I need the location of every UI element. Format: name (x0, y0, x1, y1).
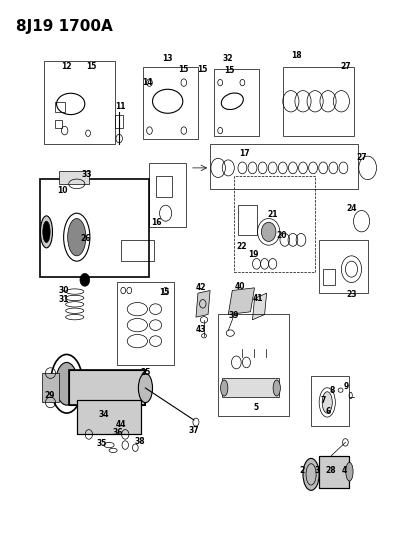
Text: 11: 11 (115, 102, 126, 111)
Text: 23: 23 (346, 290, 357, 298)
Bar (55, 102, 65, 112)
Text: 17: 17 (239, 149, 250, 158)
Ellipse shape (138, 373, 153, 403)
Text: 20: 20 (276, 231, 287, 240)
Ellipse shape (221, 380, 228, 396)
Text: 19: 19 (248, 251, 259, 259)
Bar (319, 456, 349, 488)
Text: 43: 43 (196, 325, 206, 334)
Text: 22: 22 (236, 242, 247, 251)
Text: 15: 15 (179, 65, 189, 74)
Bar (319, 240, 368, 293)
Circle shape (261, 222, 276, 241)
Ellipse shape (68, 219, 86, 256)
Text: 12: 12 (61, 62, 72, 71)
Ellipse shape (43, 221, 50, 243)
Text: 34: 34 (99, 410, 109, 419)
Bar (283, 67, 354, 136)
Text: 13: 13 (162, 54, 173, 63)
Bar (214, 69, 259, 136)
Bar (149, 163, 186, 227)
Text: 39: 39 (228, 311, 239, 320)
Text: 3: 3 (315, 466, 320, 474)
Bar (143, 67, 198, 139)
Bar (234, 176, 315, 272)
Bar (121, 240, 154, 261)
Ellipse shape (346, 462, 353, 481)
Text: 5: 5 (253, 403, 258, 412)
Text: 15: 15 (160, 288, 170, 296)
Circle shape (80, 273, 90, 286)
Text: 4: 4 (342, 466, 347, 474)
Bar (210, 144, 358, 189)
Text: 7: 7 (320, 397, 326, 405)
Bar (40, 179, 149, 277)
Ellipse shape (40, 216, 53, 248)
Ellipse shape (303, 458, 319, 490)
Text: 24: 24 (346, 205, 357, 213)
Text: 32: 32 (223, 54, 234, 63)
Circle shape (116, 134, 122, 143)
Polygon shape (228, 288, 255, 314)
Bar (238, 205, 257, 235)
Bar (115, 115, 123, 128)
Bar (55, 120, 62, 128)
Ellipse shape (55, 362, 78, 405)
Text: 14: 14 (142, 78, 153, 87)
Text: 8J19 1700A: 8J19 1700A (16, 19, 113, 34)
Text: 26: 26 (80, 235, 91, 243)
Bar (311, 376, 349, 426)
Text: 38: 38 (134, 437, 145, 446)
Bar (77, 400, 141, 434)
Bar (156, 176, 172, 197)
Text: 2: 2 (300, 466, 305, 474)
Bar (323, 269, 335, 285)
Bar (69, 370, 145, 405)
Text: 16: 16 (151, 219, 162, 227)
Text: 21: 21 (267, 210, 278, 219)
Text: 18: 18 (292, 52, 302, 60)
Text: 35: 35 (97, 439, 107, 448)
Text: 37: 37 (189, 426, 199, 435)
Ellipse shape (273, 380, 280, 396)
Text: 8: 8 (329, 386, 335, 394)
Polygon shape (196, 290, 210, 317)
Bar (319, 456, 349, 488)
Text: 42: 42 (196, 284, 206, 292)
Bar (59, 171, 89, 184)
Text: 9: 9 (344, 382, 349, 391)
Polygon shape (252, 293, 267, 320)
Text: 15: 15 (86, 62, 96, 71)
Bar (44, 61, 115, 144)
Text: 28: 28 (325, 466, 336, 474)
Bar (69, 370, 145, 405)
Bar (42, 373, 59, 402)
Bar (117, 282, 174, 365)
Text: 10: 10 (57, 186, 68, 195)
Text: 36: 36 (113, 429, 123, 437)
Text: 6: 6 (326, 407, 330, 416)
Text: 30: 30 (59, 286, 69, 295)
Bar (77, 400, 141, 434)
Text: 44: 44 (116, 421, 126, 429)
Text: 40: 40 (234, 282, 245, 291)
Text: 15: 15 (224, 67, 235, 75)
Ellipse shape (322, 392, 332, 413)
Bar (218, 314, 289, 416)
Text: 27: 27 (356, 153, 367, 161)
Text: 33: 33 (82, 171, 92, 179)
Text: 27: 27 (340, 62, 351, 71)
Text: 29: 29 (44, 391, 55, 400)
Text: 25: 25 (140, 368, 151, 376)
Text: 41: 41 (252, 294, 263, 303)
Text: 31: 31 (59, 295, 69, 304)
Text: 15: 15 (197, 65, 207, 74)
Bar (222, 378, 279, 397)
